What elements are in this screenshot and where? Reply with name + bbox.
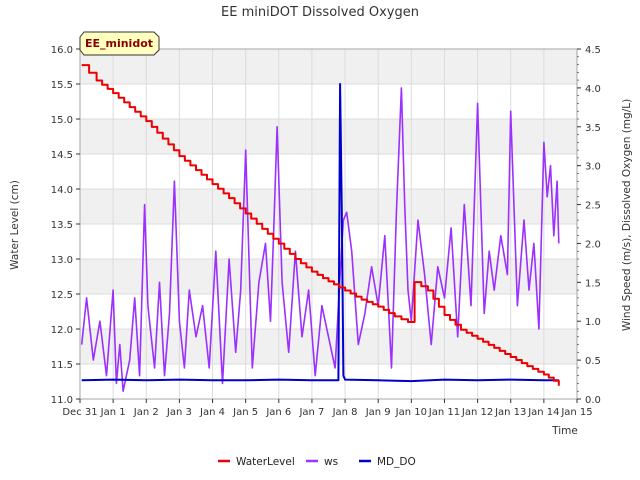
plot-band [80, 259, 577, 294]
y-left-tick-label: 11.5 [51, 360, 73, 371]
plot-band [80, 189, 577, 224]
x-tick-label: Jan 14 [527, 407, 559, 418]
y-right-tick-label: 3.0 [585, 162, 601, 173]
y-right-tick-label: 2.5 [585, 201, 601, 212]
x-tick-label: Jan 4 [199, 407, 225, 418]
y-left-tick-label: 13.5 [51, 220, 73, 231]
x-tick-label: Jan 2 [133, 407, 159, 418]
y-left-tick-label: 12.0 [51, 325, 73, 336]
y-right-tick-label: 1.0 [585, 317, 601, 328]
y-left-tick-label: 12.5 [51, 290, 73, 301]
y-left-tick-label: 15.5 [51, 80, 73, 91]
x-tick-label: Jan 8 [332, 407, 358, 418]
badge-label: EE_minidot [85, 37, 153, 50]
y-right-tick-label: 0.5 [585, 356, 601, 367]
series-line-md_do [81, 83, 559, 383]
legend: WaterLevel ws MD_DO [218, 456, 416, 468]
x-tick-label: Jan 9 [365, 407, 391, 418]
y-right-tick-label: 4.5 [585, 45, 601, 56]
y-left-tick-label: 15.0 [51, 115, 73, 126]
x-tick-label: Jan 10 [395, 407, 427, 418]
x-axis-label: Time [551, 425, 578, 437]
x-tick-label: Jan 7 [298, 407, 324, 418]
y-left-tick-label: 14.5 [51, 150, 73, 161]
x-tick-label: Jan 15 [560, 407, 592, 418]
y-axis-left-label: Water Level (cm) [9, 180, 21, 270]
x-tick-label: Jan 11 [428, 407, 460, 418]
x-tick-label: Jan 12 [461, 407, 493, 418]
badge-box [79, 31, 160, 56]
y-axis-right-label: Wind Speed (m/s), Dissolved Oxygen (mg/L… [621, 99, 633, 331]
y-right-tick-label: 2.0 [585, 239, 601, 250]
y-right-tick-label: 1.5 [585, 278, 601, 289]
legend-label-waterlevel: WaterLevel [236, 456, 295, 468]
x-tick-label: Jan 13 [494, 407, 526, 418]
y-right-tick-label: 4.0 [585, 84, 601, 95]
x-tick-label: Jan 6 [265, 407, 291, 418]
site-badge: EE_minidot [79, 31, 160, 56]
x-tick-label: Jan 1 [100, 407, 126, 418]
y-right-tick-label: 3.5 [585, 123, 601, 134]
plot-band [80, 119, 577, 154]
y-left-tick-label: 13.0 [51, 255, 73, 266]
series-layer [80, 64, 560, 392]
y-left-tick-label: 11.0 [51, 395, 73, 406]
axes: 11.0 11.5 12.0 12.5 13.0 13.5 14.0 14.5 15.0 15.5… [51, 45, 601, 418]
plot-band [80, 49, 577, 84]
y-left-tick-label: 14.0 [51, 185, 73, 196]
chart-title: EE miniDOT Dissolved Oxygen [221, 5, 419, 20]
y-left-tick-label: 16.0 [51, 45, 73, 56]
legend-label-ws: ws [324, 456, 338, 468]
x-tick-label: Jan 5 [232, 407, 258, 418]
x-tick-label: Dec 31 [62, 407, 97, 418]
y-right-tick-label: 0.0 [585, 395, 601, 406]
series-line-waterlevel [81, 64, 560, 386]
series-line-ws [80, 87, 560, 392]
x-tick-label: Jan 3 [166, 407, 192, 418]
legend-label-md_do: MD_DO [377, 456, 416, 468]
